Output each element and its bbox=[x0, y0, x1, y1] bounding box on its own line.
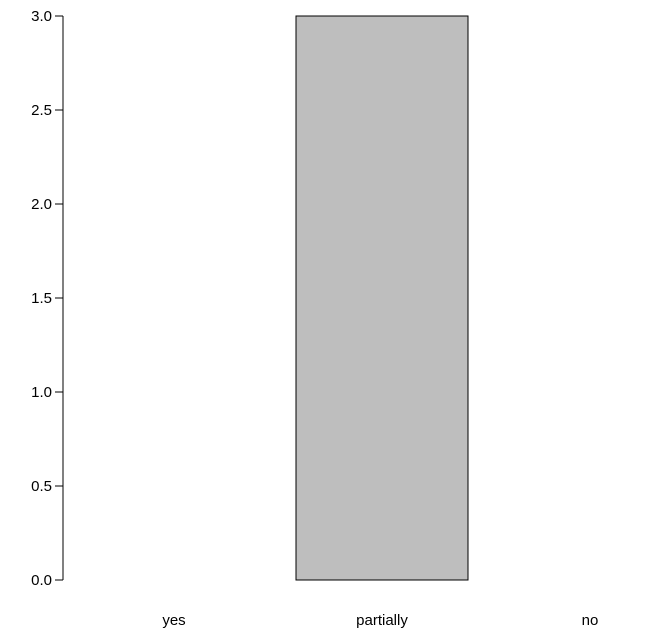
bar-partially bbox=[295, 15, 469, 581]
y-tick-label: 1.0 bbox=[31, 384, 52, 401]
x-tick-label: yes bbox=[162, 612, 185, 629]
y-tick-label: 3.0 bbox=[31, 8, 52, 25]
x-tick-label: no bbox=[582, 612, 599, 629]
x-tick-label: partially bbox=[356, 612, 408, 629]
y-tick-label: 0.0 bbox=[31, 572, 52, 589]
y-axis: 0.0 0.5 1.0 1.5 2.0 2.5 3.0 bbox=[31, 8, 64, 589]
y-tick-label: 1.5 bbox=[31, 290, 52, 307]
y-tick-label: 0.5 bbox=[31, 478, 52, 495]
x-axis-labels: yes partially no bbox=[162, 612, 598, 629]
y-tick-label: 2.0 bbox=[31, 196, 52, 213]
bar-group bbox=[295, 15, 469, 581]
y-tick-label: 2.5 bbox=[31, 102, 52, 119]
